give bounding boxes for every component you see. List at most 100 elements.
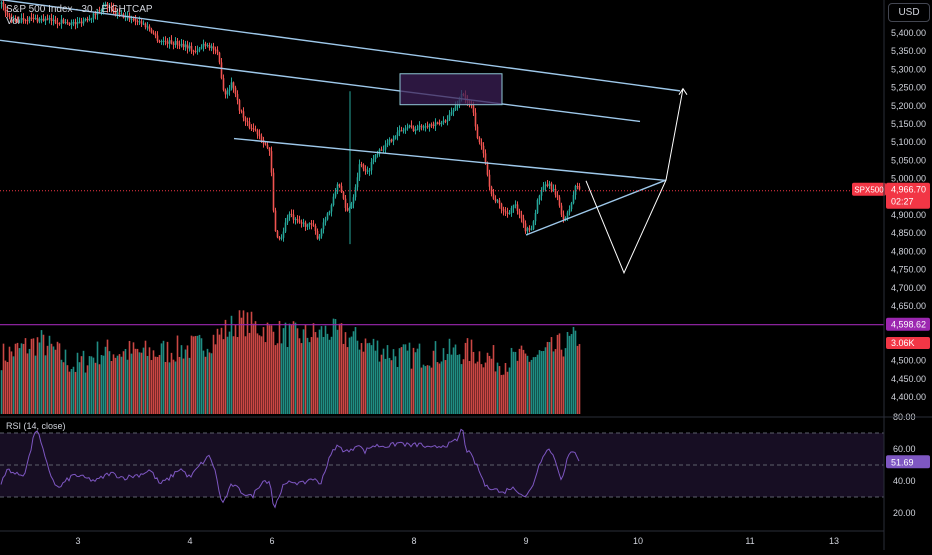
volume-bar — [82, 350, 85, 414]
volume-bar — [554, 349, 557, 414]
candle-body — [440, 122, 443, 125]
time-axis-label: 3 — [75, 536, 80, 546]
volume-bar — [324, 325, 327, 414]
price-axis-label: 5,000.00 — [891, 174, 926, 184]
volume-bar — [58, 343, 61, 414]
candle-body — [160, 41, 163, 43]
volume-bar — [536, 354, 539, 414]
candle-body — [544, 184, 547, 187]
candle-body — [568, 209, 571, 213]
candle-body — [0, 2, 3, 4]
candle-body — [272, 172, 275, 211]
volume-bar — [440, 361, 443, 414]
volume-bar — [368, 342, 371, 414]
candle-body — [192, 50, 195, 52]
candle-body — [156, 35, 159, 41]
candle-body — [392, 138, 395, 142]
volume-bar — [460, 364, 463, 414]
currency-button[interactable]: USD — [888, 3, 930, 22]
volume-bar — [256, 333, 259, 414]
candle-body — [8, 15, 11, 17]
volume-bar — [282, 328, 285, 414]
volume-bar — [252, 323, 255, 414]
candle-body — [64, 22, 67, 24]
candle-body — [316, 230, 319, 239]
candle-body — [258, 134, 261, 137]
candle-body — [210, 46, 213, 48]
candle-body — [314, 225, 317, 231]
candle-body — [404, 128, 407, 131]
rsi-axis-label: 60.00 — [893, 444, 916, 454]
candle-body — [436, 122, 439, 124]
candle-body — [2, 2, 5, 7]
volume-bar — [166, 341, 169, 414]
volume-bar — [110, 361, 113, 414]
candle-body — [250, 127, 253, 129]
trend-line — [0, 39, 641, 123]
volume-bar — [238, 310, 241, 414]
volume-bar — [154, 356, 157, 414]
candle-body — [16, 21, 19, 23]
candle-body — [186, 44, 189, 49]
candle-body — [220, 62, 223, 79]
time-axis-label: 10 — [633, 536, 643, 546]
candle-body — [54, 19, 57, 23]
volume-bar — [334, 319, 337, 414]
time-axis-label: 11 — [745, 536, 754, 546]
time-axis-label: 9 — [523, 536, 528, 546]
candle-body — [182, 43, 185, 48]
candle-body — [168, 40, 171, 44]
volume-bar — [266, 322, 269, 414]
volume-bar — [476, 361, 479, 414]
candle-body — [248, 122, 251, 128]
candle-body — [344, 198, 347, 208]
candle-body — [434, 122, 437, 127]
volume-bar — [458, 354, 461, 414]
volume-bar — [214, 344, 217, 414]
price-axis-label: 5,200.00 — [891, 101, 926, 111]
volume-bar — [506, 371, 509, 414]
candle-body — [322, 222, 325, 230]
volume-bar — [370, 345, 373, 414]
candle-body — [222, 78, 225, 90]
volume-bar — [0, 370, 3, 414]
volume-bar — [380, 354, 383, 414]
candle-body — [140, 21, 143, 24]
volume-bar — [144, 340, 147, 414]
candle-body — [94, 13, 97, 15]
volume-bar — [526, 355, 529, 414]
volume-bar — [230, 315, 233, 414]
candle-body — [282, 231, 285, 238]
volume-bar — [106, 339, 109, 414]
candle-body — [176, 41, 179, 45]
volume-label: Vol — [6, 16, 20, 27]
projection-path — [585, 88, 684, 275]
volume-bar — [42, 334, 45, 414]
volume-bar — [128, 340, 131, 414]
rsi-axis-label: 20.00 — [893, 508, 916, 518]
volume-bar — [60, 359, 63, 414]
volume-bar — [478, 351, 481, 414]
candle-body — [400, 130, 403, 132]
volume-bar — [276, 343, 279, 414]
volume-bar — [160, 343, 163, 414]
volume-bar — [432, 350, 435, 414]
volume-bar — [316, 337, 319, 414]
price-axis-label: 4,800.00 — [891, 246, 926, 256]
volume-bar — [340, 323, 343, 414]
candle-body — [270, 151, 273, 173]
volume-tag-value: 3.06K — [891, 338, 915, 348]
candle-body — [108, 6, 111, 8]
volume-bar — [120, 356, 123, 414]
candle-body — [312, 224, 315, 226]
candle-body — [196, 50, 199, 52]
candle-body — [562, 214, 565, 220]
volume-bar — [66, 365, 69, 414]
volume-bar — [422, 364, 425, 414]
trend-line — [233, 137, 667, 182]
volume-bar — [254, 321, 257, 414]
candle-body — [20, 18, 23, 22]
volume-bar — [168, 362, 171, 414]
